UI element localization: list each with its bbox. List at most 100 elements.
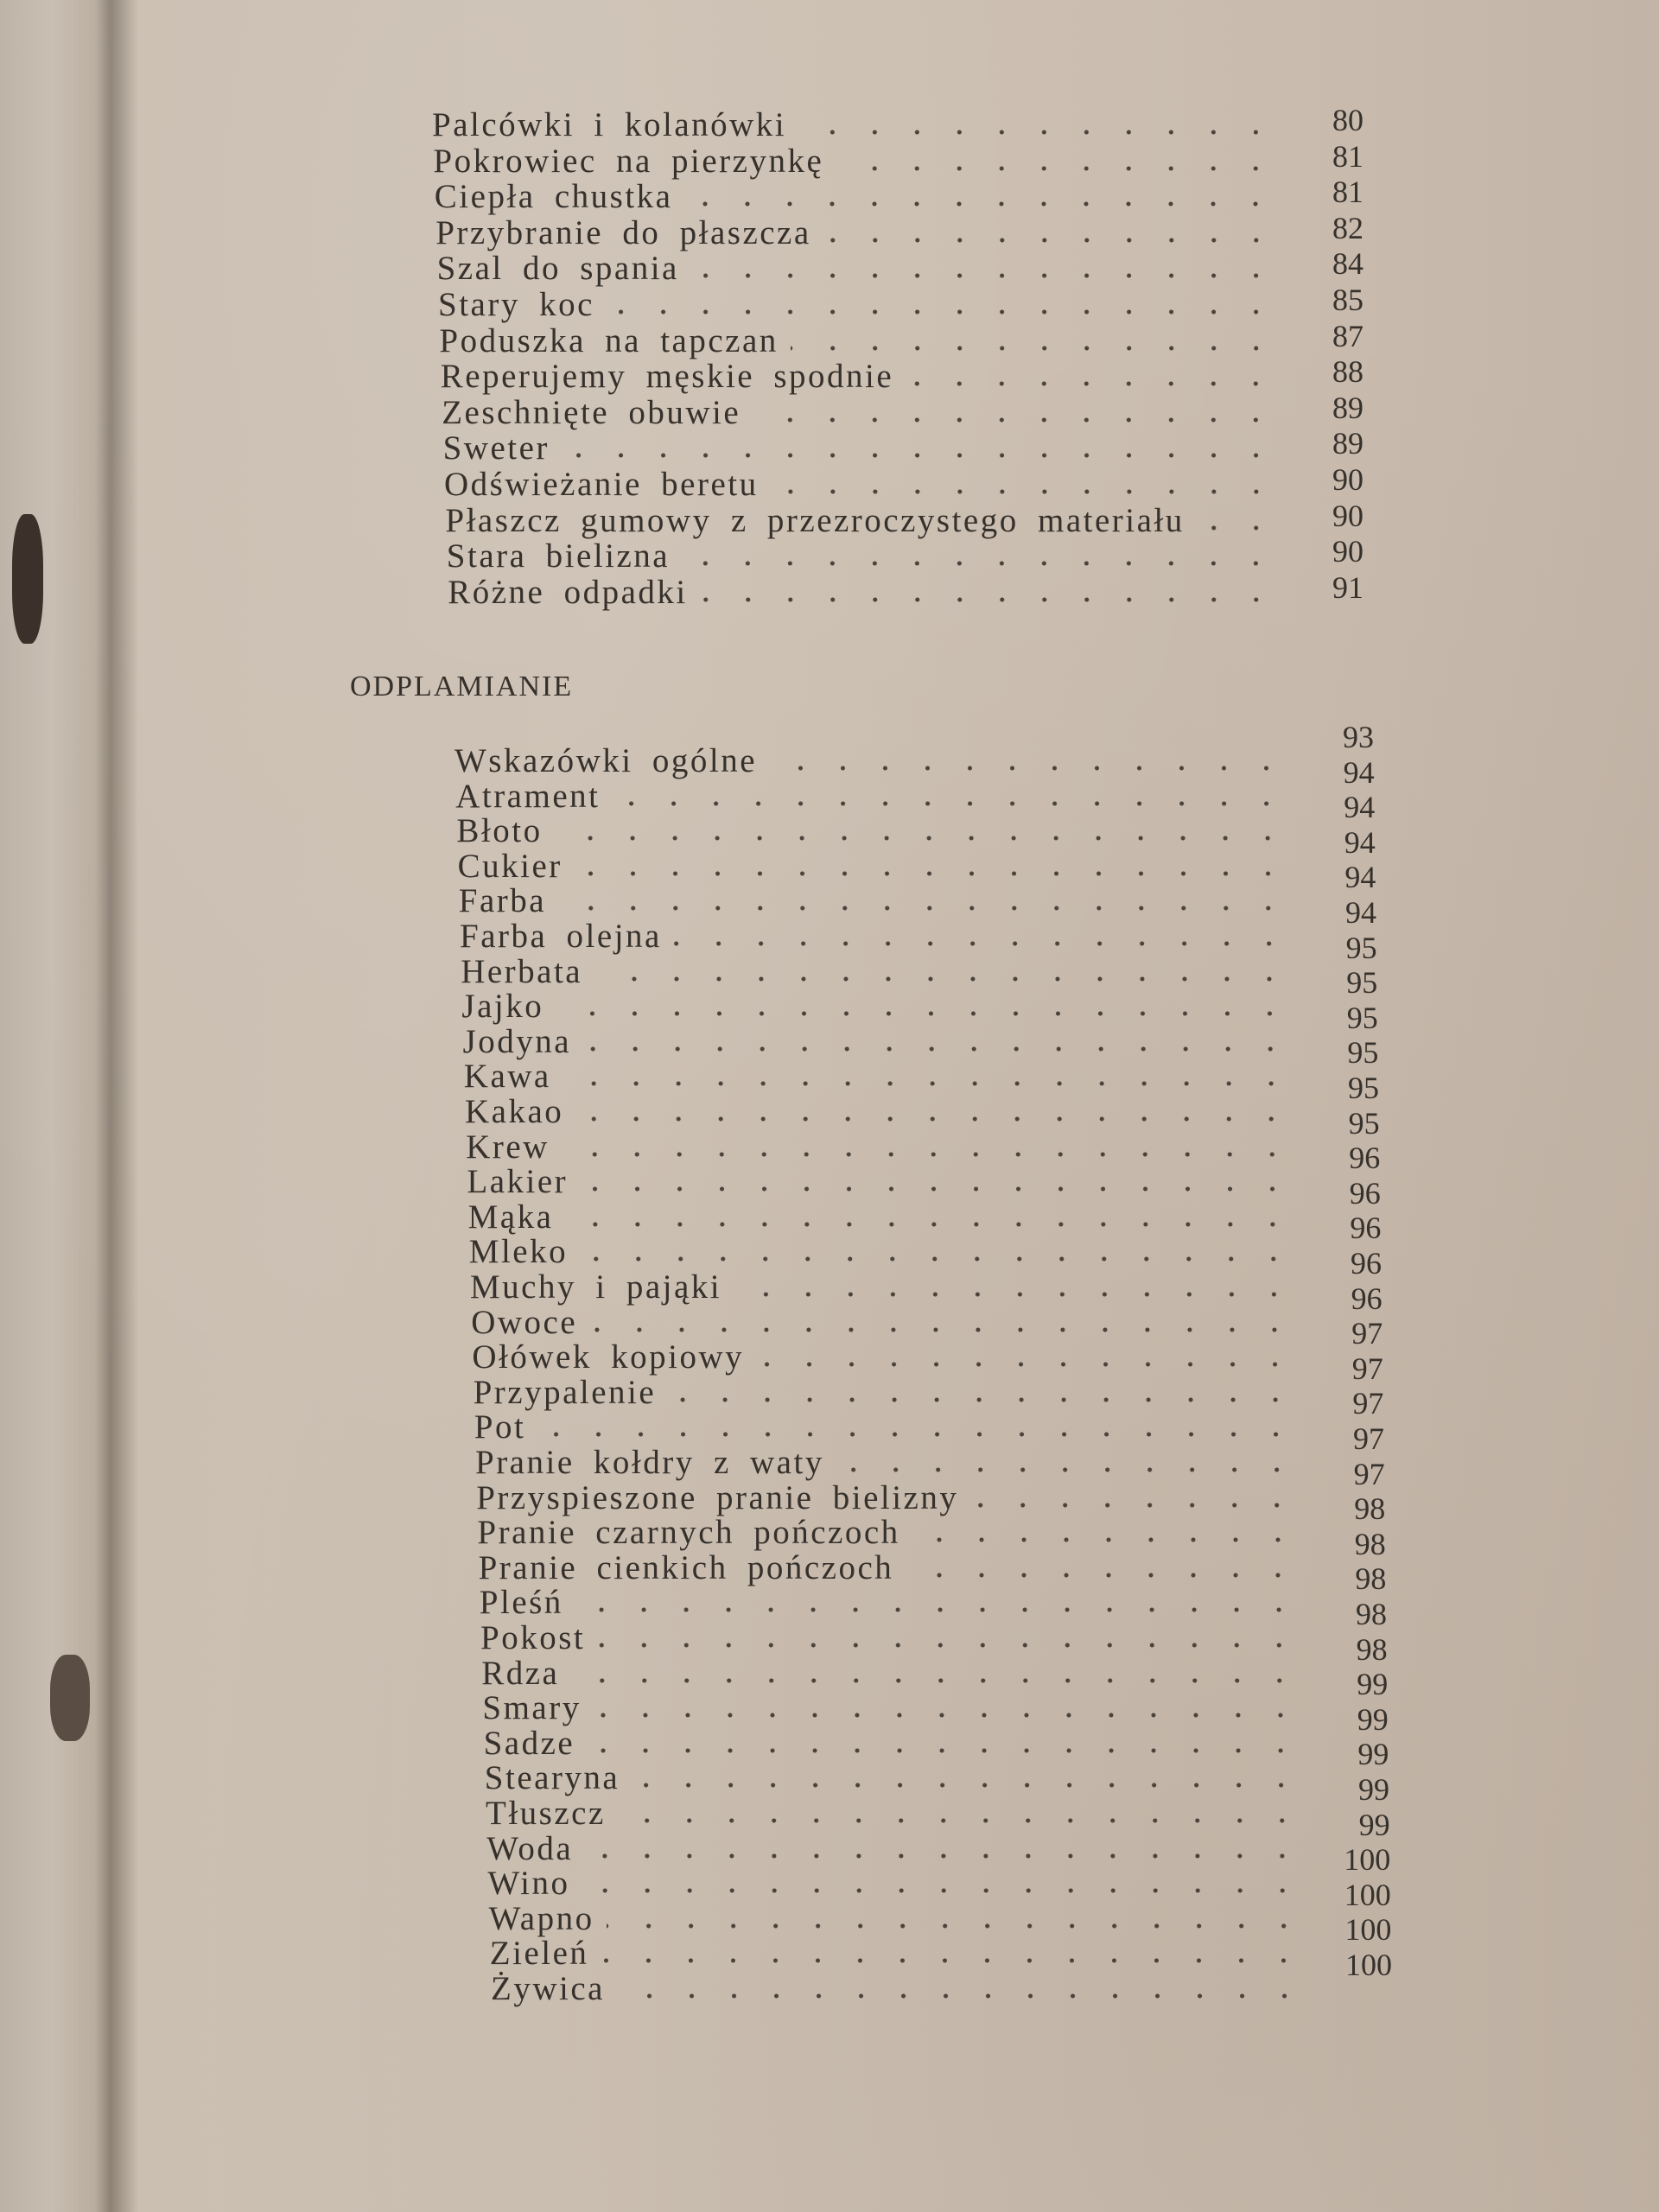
entry-title: Mąka — [467, 1198, 554, 1236]
entry-page-number: 97 — [1353, 1421, 1384, 1456]
dot-leader — [906, 1572, 1300, 1578]
dot-leader — [601, 1958, 1306, 1964]
entry-title: Zieleń — [489, 1935, 589, 1973]
entry-page-number: 97 — [1351, 1351, 1383, 1386]
toc-entry: Pranie kołdry z waty — [475, 1443, 1298, 1481]
entry-title: Jajko — [461, 988, 544, 1026]
entry-title: Zeschnięte obuwie — [442, 393, 741, 431]
entry-title: Wskazówki ogólne — [454, 742, 758, 779]
toc-entry: Stara bielizna — [447, 537, 1277, 575]
dot-leader — [561, 1151, 1294, 1157]
entry-title: Różne odpadki — [448, 573, 688, 611]
entry-page-number: 95 — [1348, 1105, 1380, 1141]
entry-title: Kakao — [465, 1093, 564, 1130]
entry-page-number: 96 — [1350, 1211, 1382, 1246]
entry-title: Przypalenie — [473, 1373, 657, 1411]
entry-page-number: 94 — [1344, 790, 1376, 825]
entry-title: Pranie cienkich pończoch — [478, 1548, 894, 1586]
entry-title: Tłuszcz — [486, 1795, 606, 1832]
dot-leader — [1196, 524, 1277, 531]
entry-page-number: 95 — [1347, 1035, 1379, 1071]
dot-leader — [571, 1677, 1301, 1683]
dot-leader — [580, 1186, 1294, 1192]
entry-page-number: 95 — [1346, 1000, 1378, 1035]
dot-leader — [632, 1783, 1303, 1789]
toc-entry: Szal do spania — [437, 249, 1277, 287]
entry-page-number: 97 — [1352, 1386, 1384, 1421]
toc-entry: Płaszcz gumowy z przezroczystego materia… — [445, 501, 1277, 539]
dot-leader — [790, 345, 1277, 351]
dot-leader — [556, 1011, 1292, 1017]
entry-page-number: 88 — [1332, 354, 1363, 390]
dot-leader — [970, 1502, 1299, 1508]
toc-entry: Ciepła chustka — [434, 177, 1277, 216]
entry-title: Jodyna — [462, 1022, 572, 1060]
dot-leader — [589, 1326, 1296, 1332]
entry-title: Palcówki i kolanówki — [432, 106, 787, 143]
entry-page-number: 90 — [1332, 534, 1363, 569]
entry-title: Pranie czarnych pończoch — [477, 1514, 900, 1552]
toc-entry: Muchy i pająki — [470, 1268, 1295, 1306]
toc-entry: Owoce — [471, 1303, 1296, 1341]
dot-leader — [734, 1292, 1295, 1297]
entry-page-number: 94 — [1343, 754, 1375, 790]
entry-page-number: 94 — [1345, 895, 1376, 930]
toc-entry: Przyspieszone pranie bielizny — [476, 1478, 1299, 1516]
dot-leader — [836, 165, 1277, 171]
entry-page-number: 90 — [1332, 498, 1363, 533]
entry-title: Błoto — [456, 812, 543, 850]
toc-entry: Farba olejna — [460, 917, 1290, 955]
toc-entry: Pot — [474, 1408, 1298, 1446]
entry-page-number: 85 — [1332, 283, 1363, 317]
dot-leader — [769, 766, 1287, 771]
entry-title: Smary — [482, 1689, 582, 1727]
toc-entry: Jodyna — [462, 1022, 1292, 1060]
entry-page-number: 96 — [1351, 1281, 1382, 1316]
toc-entry: Sweter — [443, 429, 1277, 467]
toc-entry: Kawa — [464, 1057, 1293, 1095]
toc-entry: Reperujemy męskie spodnie — [440, 357, 1277, 396]
entry-title: Stary koc — [438, 286, 594, 323]
entry-page-number: 99 — [1358, 1772, 1389, 1807]
entry-page-number: 99 — [1357, 1667, 1389, 1702]
entry-title: Herbata — [461, 952, 583, 990]
entry-title: Żywica — [491, 1970, 605, 2007]
entry-page-number: 84 — [1332, 246, 1363, 282]
entry-page-number: 100 — [1345, 1948, 1392, 1982]
entry-page-number: 96 — [1349, 1175, 1381, 1211]
dot-leader — [565, 1221, 1294, 1227]
dot-leader — [612, 800, 1288, 806]
entry-title: Odświeżanie beretu — [444, 466, 759, 503]
entry-page-number: 81 — [1332, 175, 1363, 210]
entry-title: Pokost — [480, 1619, 586, 1656]
toc-entry: Lakier — [467, 1162, 1294, 1200]
entry-title: Owoce — [471, 1303, 578, 1341]
dot-leader — [575, 1116, 1293, 1122]
entry-page-number: 98 — [1354, 1526, 1386, 1561]
dot-leader — [836, 1467, 1298, 1472]
toc-entry: Pranie cienkich pończoch — [478, 1548, 1300, 1586]
entry-page-number: 95 — [1345, 930, 1377, 965]
toc-entry: Żywica — [491, 1969, 1306, 2007]
entry-title: Reperujemy męskie spodnie — [440, 358, 894, 396]
entry-title: Wapno — [488, 1899, 594, 1937]
entry-page-number: 100 — [1344, 1877, 1391, 1912]
entry-page-number: 94 — [1344, 824, 1376, 860]
dot-leader — [606, 309, 1277, 315]
toc-entry: Pokost — [480, 1618, 1300, 1656]
entry-page-number: 95 — [1348, 1071, 1379, 1105]
entry-page-number: 96 — [1351, 1246, 1382, 1281]
toc-entry: Palcówki i kolanówki — [432, 105, 1277, 143]
dot-leader — [593, 1713, 1302, 1719]
entry-title: Mleko — [468, 1233, 569, 1271]
toc-entry: Poduszka na tapczan — [439, 321, 1277, 359]
entry-title: Ciepła chustka — [434, 178, 673, 216]
toc-entry: Smary — [482, 1688, 1302, 1727]
dot-leader — [537, 1432, 1298, 1438]
dot-leader — [912, 1537, 1300, 1543]
entry-title: Cukier — [457, 847, 563, 885]
entry-title: Farba olejna — [460, 918, 662, 955]
toc-entry: Zieleń — [489, 1934, 1306, 1973]
toc-entry: Przypalenie — [473, 1373, 1297, 1411]
entry-title: Atrament — [455, 777, 601, 815]
